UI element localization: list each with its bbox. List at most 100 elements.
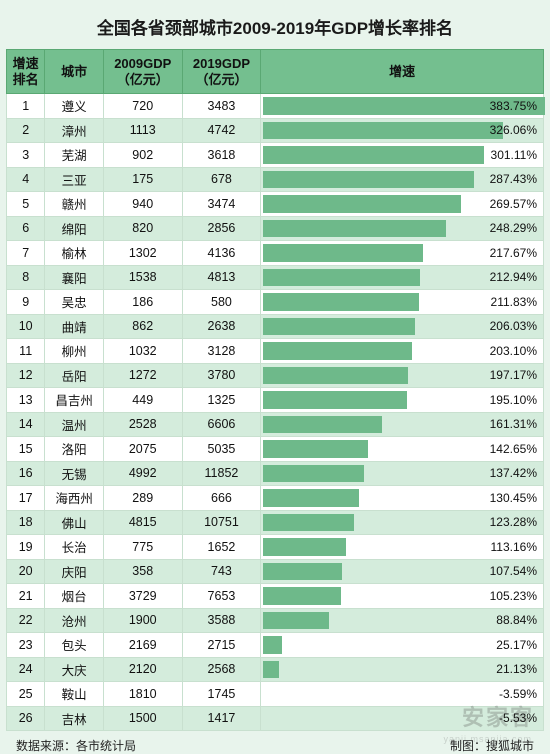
cell-growth: 137.42%	[261, 461, 544, 486]
table-row: 5赣州9403474269.57%	[7, 192, 544, 217]
growth-percent: 383.75%	[490, 99, 537, 113]
cell-city: 绵阳	[45, 216, 104, 241]
growth-bar	[263, 293, 418, 311]
growth-bar	[263, 514, 353, 532]
growth-percent: 197.17%	[490, 368, 537, 382]
table-row: 11柳州10323128203.10%	[7, 339, 544, 364]
chart-title: 全国各省颈部城市2009-2019年GDP增长率排名	[6, 6, 544, 49]
cell-city: 吉林	[45, 706, 104, 731]
cell-rank: 24	[7, 657, 45, 682]
growth-percent: 123.28%	[490, 515, 537, 529]
cell-gdp2019: 2715	[182, 633, 261, 658]
cell-rank: 12	[7, 363, 45, 388]
cell-gdp2009: 2169	[103, 633, 182, 658]
cell-gdp2009: 1032	[103, 339, 182, 364]
cell-gdp2019: 2638	[182, 314, 261, 339]
cell-gdp2019: 3780	[182, 363, 261, 388]
growth-percent: 301.11%	[491, 148, 537, 162]
cell-gdp2009: 3729	[103, 584, 182, 609]
cell-growth: 197.17%	[261, 363, 544, 388]
cell-rank: 5	[7, 192, 45, 217]
growth-bar	[263, 244, 423, 262]
growth-bar	[263, 318, 414, 336]
growth-percent: -3.59%	[499, 687, 537, 701]
col-header-rank: 增速排名	[7, 50, 45, 94]
cell-rank: 18	[7, 510, 45, 535]
table-row: 1遵义7203483383.75%	[7, 94, 544, 119]
growth-bar	[263, 489, 359, 507]
cell-city: 曲靖	[45, 314, 104, 339]
growth-percent: 105.23%	[490, 589, 537, 603]
cell-rank: 2	[7, 118, 45, 143]
cell-growth: 211.83%	[261, 290, 544, 315]
table-row: 19长治7751652113.16%	[7, 535, 544, 560]
growth-bar	[263, 563, 342, 581]
cell-gdp2019: 1745	[182, 682, 261, 707]
growth-percent: 326.06%	[490, 123, 537, 137]
cell-rank: 23	[7, 633, 45, 658]
cell-city: 昌吉州	[45, 388, 104, 413]
cell-city: 芜湖	[45, 143, 104, 168]
cell-gdp2019: 11852	[182, 461, 261, 486]
cell-gdp2019: 3618	[182, 143, 261, 168]
growth-percent: 107.54%	[490, 564, 537, 578]
table-row: 7榆林13024136217.67%	[7, 241, 544, 266]
growth-percent: -5.53%	[499, 711, 537, 725]
table-row: 21烟台37297653105.23%	[7, 584, 544, 609]
cell-gdp2009: 902	[103, 143, 182, 168]
growth-bar	[263, 612, 328, 630]
growth-percent: 88.84%	[496, 613, 537, 627]
footer: 数据来源：各市统计局 制图：搜狐城市	[6, 731, 544, 754]
growth-bar	[263, 636, 281, 654]
table-row: 15洛阳20755035142.65%	[7, 437, 544, 462]
cell-city: 柳州	[45, 339, 104, 364]
cell-growth: 203.10%	[261, 339, 544, 364]
cell-growth: 130.45%	[261, 486, 544, 511]
col-header-g09: 2009GDP（亿元）	[103, 50, 182, 94]
cell-growth: -5.53%	[261, 706, 544, 731]
cell-gdp2009: 2120	[103, 657, 182, 682]
cell-growth: 217.67%	[261, 241, 544, 266]
cell-gdp2009: 175	[103, 167, 182, 192]
cell-growth: 326.06%	[261, 118, 544, 143]
table-row: 18佛山481510751123.28%	[7, 510, 544, 535]
cell-gdp2019: 666	[182, 486, 261, 511]
cell-gdp2009: 1302	[103, 241, 182, 266]
cell-city: 吴忠	[45, 290, 104, 315]
cell-gdp2009: 1810	[103, 682, 182, 707]
cell-growth: 269.57%	[261, 192, 544, 217]
cell-gdp2019: 3483	[182, 94, 261, 119]
growth-percent: 113.16%	[491, 540, 537, 554]
cell-gdp2019: 1325	[182, 388, 261, 413]
cell-rank: 9	[7, 290, 45, 315]
table-row: 10曲靖8622638206.03%	[7, 314, 544, 339]
growth-bar	[263, 440, 368, 458]
cell-gdp2019: 1652	[182, 535, 261, 560]
growth-percent: 137.42%	[490, 466, 537, 480]
growth-percent: 161.31%	[490, 417, 537, 431]
cell-growth: 161.31%	[261, 412, 544, 437]
cell-city: 温州	[45, 412, 104, 437]
growth-percent: 269.57%	[490, 197, 537, 211]
col-header-city: 城市	[45, 50, 104, 94]
cell-gdp2019: 4136	[182, 241, 261, 266]
cell-rank: 10	[7, 314, 45, 339]
data-source: 数据来源：各市统计局	[16, 737, 136, 754]
cell-city: 沧州	[45, 608, 104, 633]
cell-gdp2009: 4815	[103, 510, 182, 535]
cell-city: 鞍山	[45, 682, 104, 707]
growth-percent: 206.03%	[490, 319, 537, 333]
cell-gdp2009: 1900	[103, 608, 182, 633]
cell-gdp2009: 2075	[103, 437, 182, 462]
growth-bar	[263, 171, 474, 189]
gdp-table: 增速排名 城市 2009GDP（亿元） 2019GDP（亿元） 增速 1遵义72…	[6, 49, 544, 731]
table-row: 22沧州1900358888.84%	[7, 608, 544, 633]
growth-percent: 203.10%	[490, 344, 537, 358]
growth-bar	[263, 661, 279, 679]
cell-growth: 107.54%	[261, 559, 544, 584]
table-row: 24大庆2120256821.13%	[7, 657, 544, 682]
cell-gdp2009: 289	[103, 486, 182, 511]
cell-growth: 248.29%	[261, 216, 544, 241]
growth-bar	[263, 465, 364, 483]
cell-growth: 105.23%	[261, 584, 544, 609]
